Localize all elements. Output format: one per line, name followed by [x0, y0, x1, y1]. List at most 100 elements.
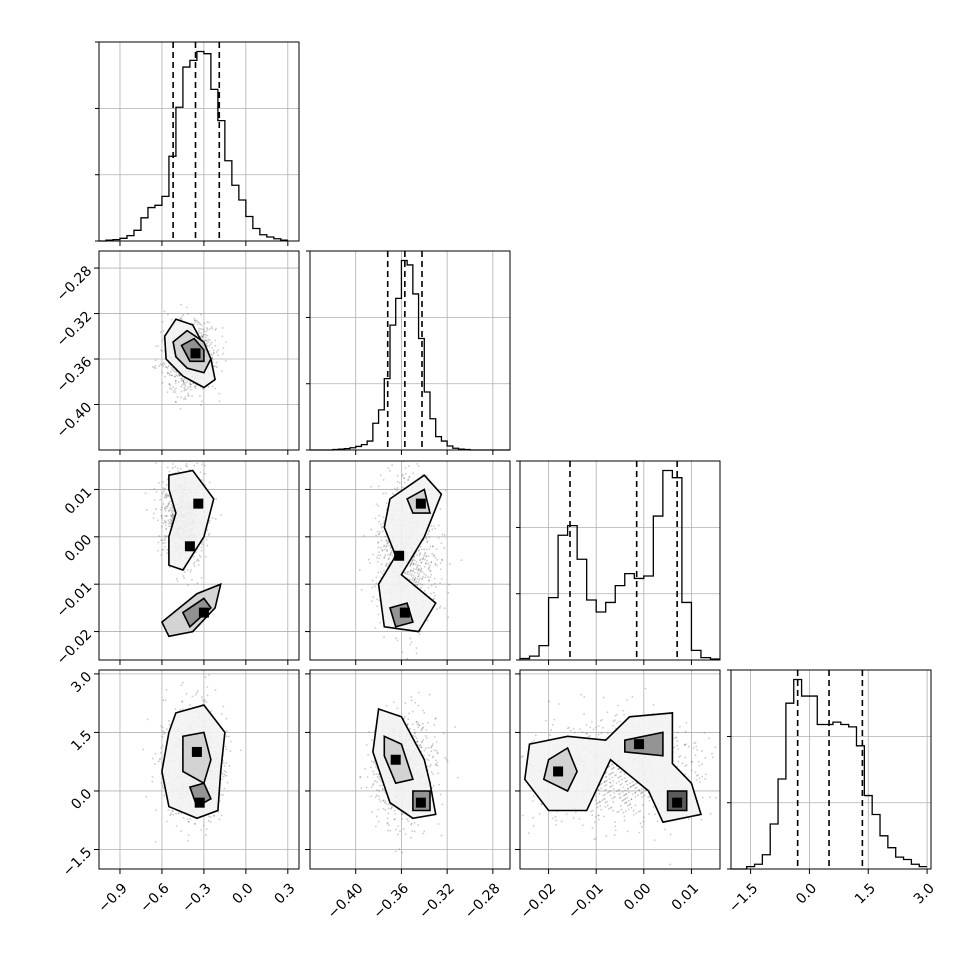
- sample-point: [162, 730, 164, 733]
- sample-point: [175, 812, 177, 815]
- sample-point: [218, 400, 221, 402]
- sample-point: [214, 365, 217, 368]
- sample-point: [164, 494, 167, 497]
- sample-point: [184, 396, 187, 399]
- sample-point: [176, 467, 179, 470]
- sample-point: [201, 336, 204, 338]
- sample-point: [225, 774, 228, 777]
- sample-point: [206, 694, 209, 697]
- sample-point: [422, 738, 425, 741]
- sample-point: [217, 811, 220, 813]
- sample-point: [176, 580, 179, 582]
- sample-point: [217, 354, 219, 357]
- sample-point: [428, 547, 431, 550]
- sample-point: [164, 537, 167, 539]
- sample-point: [415, 442, 417, 444]
- sample-point: [530, 741, 533, 744]
- sample-point: [384, 800, 387, 803]
- sample-point: [221, 778, 224, 781]
- sample-point: [157, 345, 160, 347]
- sample-point: [221, 370, 223, 373]
- sample-point: [407, 465, 410, 467]
- sample-point: [382, 479, 385, 481]
- sample-point: [171, 463, 174, 465]
- sample-point: [370, 795, 373, 798]
- sample-point: [239, 749, 242, 752]
- sample-point: [432, 525, 435, 527]
- sample-point: [200, 313, 202, 316]
- sample-point: [412, 562, 415, 565]
- contour-line-0: [163, 318, 216, 389]
- sample-point: [429, 569, 432, 572]
- sample-point: [609, 790, 612, 793]
- sample-point: [538, 812, 541, 815]
- sample-point: [180, 379, 183, 382]
- sample-point: [171, 506, 174, 509]
- sample-point: [381, 788, 384, 791]
- sample-point: [427, 555, 430, 558]
- sample-point: [377, 485, 380, 488]
- sample-point: [201, 699, 204, 701]
- sample-point: [425, 548, 428, 551]
- sample-point: [161, 506, 163, 509]
- sample-point: [606, 791, 609, 794]
- sample-point: [162, 542, 165, 545]
- sample-point: [215, 327, 218, 330]
- contour-line-1: [383, 735, 414, 785]
- sample-point: [170, 374, 173, 377]
- sample-point: [183, 386, 186, 389]
- sample-point: [408, 712, 411, 715]
- sample-point: [202, 328, 205, 331]
- sample-point: [214, 518, 217, 520]
- sample-point: [420, 587, 422, 589]
- sample-point: [430, 746, 432, 749]
- sample-point: [434, 556, 437, 559]
- sample-point: [165, 820, 168, 823]
- sample-point: [208, 532, 211, 535]
- sample-point: [372, 783, 375, 785]
- sample-point: [208, 339, 211, 341]
- sample-point: [200, 829, 203, 832]
- sample-point: [439, 508, 442, 511]
- sample-point: [202, 387, 205, 390]
- sample-point: [165, 496, 168, 499]
- sample-point: [417, 581, 420, 584]
- sample-point: [540, 803, 543, 805]
- sample-point: [434, 717, 437, 720]
- sample-point: [165, 365, 168, 368]
- sample-point: [186, 818, 189, 821]
- panel-frame: [309, 669, 511, 870]
- sample-point: [170, 319, 173, 321]
- sample-point: [377, 542, 379, 544]
- sample-point: [430, 750, 433, 753]
- sample-point: [417, 722, 420, 724]
- sample-point: [431, 552, 434, 555]
- sample-point: [411, 559, 414, 562]
- sample-point: [175, 577, 178, 580]
- sample-point: [421, 583, 424, 586]
- sample-point: [190, 568, 193, 571]
- sample-point: [193, 561, 196, 564]
- sample-point: [171, 810, 174, 812]
- sample-point: [398, 481, 401, 484]
- sample-point: [371, 586, 374, 589]
- sample-point: [226, 730, 228, 732]
- sample-point: [404, 715, 406, 718]
- sample-point: [398, 848, 401, 851]
- sample-point: [421, 727, 424, 730]
- scatter-panel-0-3: [98, 669, 300, 870]
- sample-point: [388, 561, 391, 564]
- sample-point: [409, 836, 412, 839]
- sample-point: [164, 699, 167, 702]
- sample-point: [155, 345, 158, 348]
- sample-point: [170, 515, 173, 518]
- sample-point: [162, 699, 165, 702]
- sample-point: [206, 328, 209, 331]
- sample-point: [158, 365, 161, 368]
- sample-point: [399, 830, 401, 833]
- sample-point: [199, 556, 202, 558]
- sample-point: [160, 751, 162, 754]
- contour-line-1: [160, 582, 222, 638]
- sample-point: [415, 560, 418, 563]
- sample-point: [410, 563, 412, 566]
